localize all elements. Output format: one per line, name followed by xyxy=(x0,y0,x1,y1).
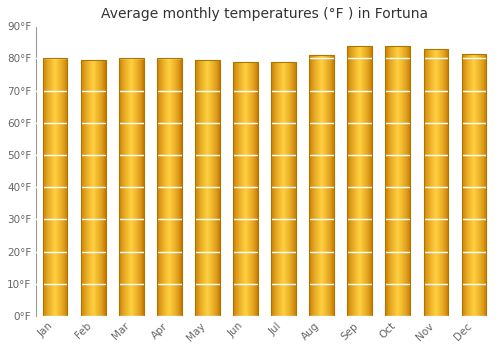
Bar xyxy=(157,58,182,316)
Bar xyxy=(386,46,410,316)
Bar xyxy=(195,60,220,316)
Bar xyxy=(233,62,258,316)
Bar xyxy=(348,46,372,316)
Bar xyxy=(271,62,296,316)
Title: Average monthly temperatures (°F ) in Fortuna: Average monthly temperatures (°F ) in Fo… xyxy=(101,7,428,21)
Bar xyxy=(310,55,334,316)
Bar xyxy=(81,60,106,316)
Bar xyxy=(42,58,68,316)
Bar xyxy=(424,49,448,316)
Bar xyxy=(462,54,486,316)
Bar xyxy=(119,58,144,316)
